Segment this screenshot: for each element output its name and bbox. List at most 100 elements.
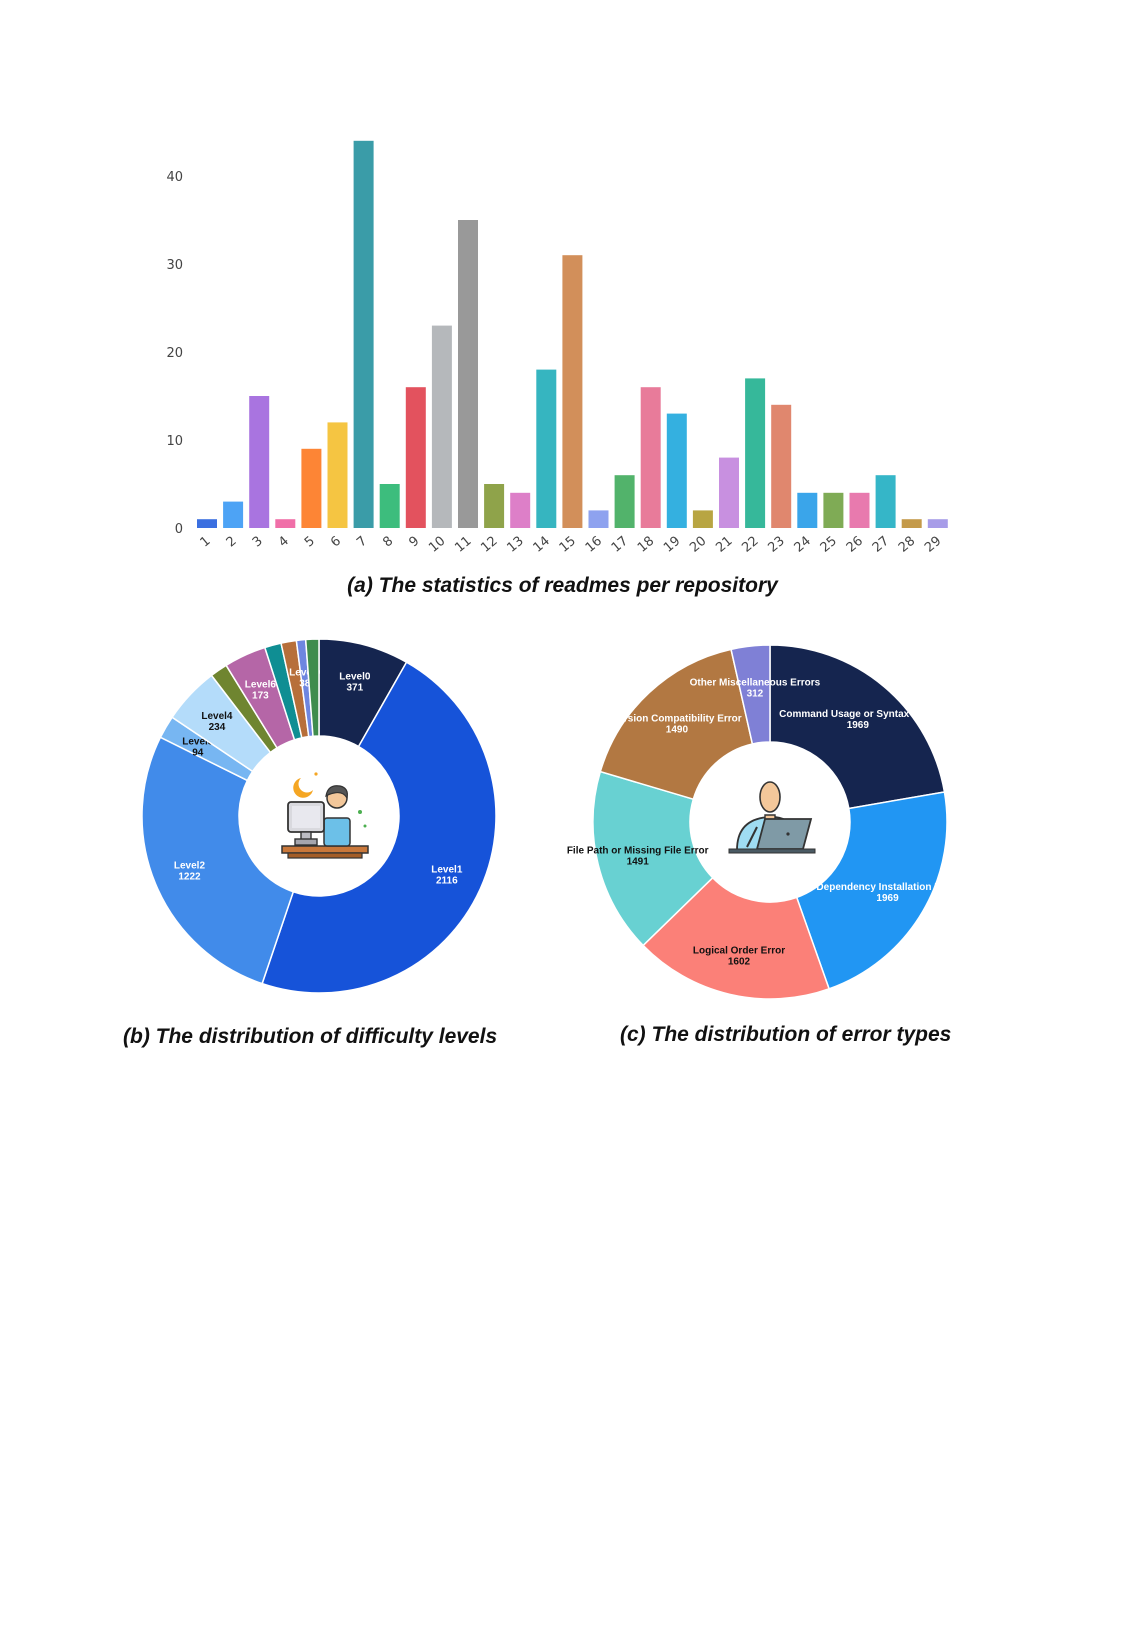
slice-name-label: Level3 [182, 737, 214, 748]
bar [771, 404, 792, 528]
donut-slice [769, 644, 946, 810]
person-with-laptop-icon [728, 781, 816, 854]
slice-value-label: 1969 [876, 893, 899, 904]
bar [536, 369, 557, 528]
x-tick-label: 9 [406, 534, 422, 551]
x-tick-label: 18 [635, 534, 657, 556]
slice-name-label: Level4 [201, 711, 233, 722]
slice-value-label: 173 [252, 691, 269, 702]
bar [640, 387, 661, 528]
bar [197, 519, 217, 528]
slice-value-label: 1491 [627, 857, 650, 868]
y-tick-label: 30 [166, 258, 183, 273]
caption-c: (c) The distribution of error types [620, 1023, 952, 1046]
y-tick-label: 20 [166, 346, 183, 361]
bar [275, 519, 296, 528]
x-tick-label: 11 [452, 534, 474, 556]
slice-name-label: Logical Order Error [693, 946, 785, 957]
bar [588, 510, 609, 528]
x-tick-label: 8 [380, 534, 396, 551]
bar [379, 484, 400, 528]
bar [249, 396, 270, 528]
slice-value-label: 94 [192, 748, 204, 759]
bar [223, 501, 244, 528]
bar [666, 413, 687, 528]
bar [301, 448, 322, 528]
bar [849, 492, 870, 528]
x-tick-label: 2 [224, 534, 240, 551]
bar [901, 519, 922, 528]
bar [353, 140, 374, 529]
x-tick-label: 1 [198, 534, 214, 551]
slice-name-label: File Path or Missing File Error [567, 846, 709, 857]
x-tick-label: 16 [583, 534, 605, 556]
bar [927, 519, 948, 528]
x-tick-label: 12 [478, 534, 500, 556]
bar [405, 387, 426, 528]
caption-a: (a) The statistics of readmes per reposi… [347, 574, 778, 597]
bar [562, 255, 583, 528]
slice-name-label: Dependency Installation Error [816, 882, 958, 893]
donut-slice [141, 736, 295, 985]
slice-value-label: 1969 [847, 720, 870, 731]
y-tick-label: 10 [166, 434, 183, 449]
bar [510, 492, 531, 528]
bar [692, 510, 713, 528]
developer-at-desk-night-icon [281, 772, 369, 859]
slice-value-label: 312 [747, 689, 764, 700]
bar [823, 492, 844, 528]
x-tick-label: 3 [250, 534, 266, 551]
slice-value-label: 1222 [178, 871, 201, 882]
donut-slice [599, 648, 754, 801]
slice-name-label: Command Usage or Syntax Error [779, 709, 936, 720]
slice-name-label: Level1 [431, 864, 463, 875]
slice-value-label: 371 [347, 683, 364, 694]
bar [431, 325, 452, 528]
donut-slice [642, 876, 831, 1000]
caption-b: (b) The distribution of difficulty level… [123, 1025, 498, 1048]
x-tick-label: 21 [713, 534, 735, 556]
donut-slice [304, 638, 320, 738]
x-tick-label: 6 [328, 534, 344, 551]
bar [327, 422, 348, 528]
donut-slice [730, 644, 771, 745]
slice-value-label: 2116 [436, 875, 458, 886]
slice-value-label: 234 [209, 722, 226, 733]
slice-name-label: Level2 [174, 860, 206, 871]
slice-name-label: Level6 [245, 680, 277, 691]
x-tick-label: 4 [276, 534, 292, 551]
x-tick-label: 25 [818, 534, 840, 556]
bar [719, 457, 739, 528]
donut-slice [592, 770, 714, 947]
bar [875, 475, 896, 528]
donut-slice [795, 791, 948, 990]
bar [745, 378, 766, 528]
x-tick-label: 19 [661, 534, 683, 556]
x-tick-label: 23 [765, 534, 787, 556]
x-tick-label: 27 [870, 534, 892, 556]
bar [458, 220, 478, 528]
x-tick-label: 17 [609, 534, 631, 556]
slice-name-label: Other Miscellaneous Errors [690, 678, 821, 689]
x-tick-label: 22 [739, 534, 761, 556]
x-tick-label: 26 [844, 534, 866, 556]
x-tick-label: 15 [557, 534, 579, 556]
x-tick-label: 14 [531, 534, 553, 556]
slice-value-label: 38 [299, 679, 311, 690]
bar [797, 492, 818, 528]
slice-value-label: 1490 [666, 724, 689, 735]
y-tick-label: 40 [166, 170, 183, 185]
slice-name-label: Version Compatibility Error [612, 713, 742, 724]
error-types-donut-chart: Command Usage or Syntax Error1969Depende… [567, 644, 959, 1000]
x-tick-label: 24 [792, 534, 814, 556]
x-tick-label: 13 [504, 534, 526, 556]
x-tick-label: 20 [687, 534, 709, 556]
slice-name-label: Level9 [289, 668, 321, 679]
donut-slice [261, 661, 497, 994]
bar [614, 475, 635, 528]
x-tick-label: 5 [302, 534, 318, 551]
slice-name-label: Level0 [339, 672, 371, 683]
